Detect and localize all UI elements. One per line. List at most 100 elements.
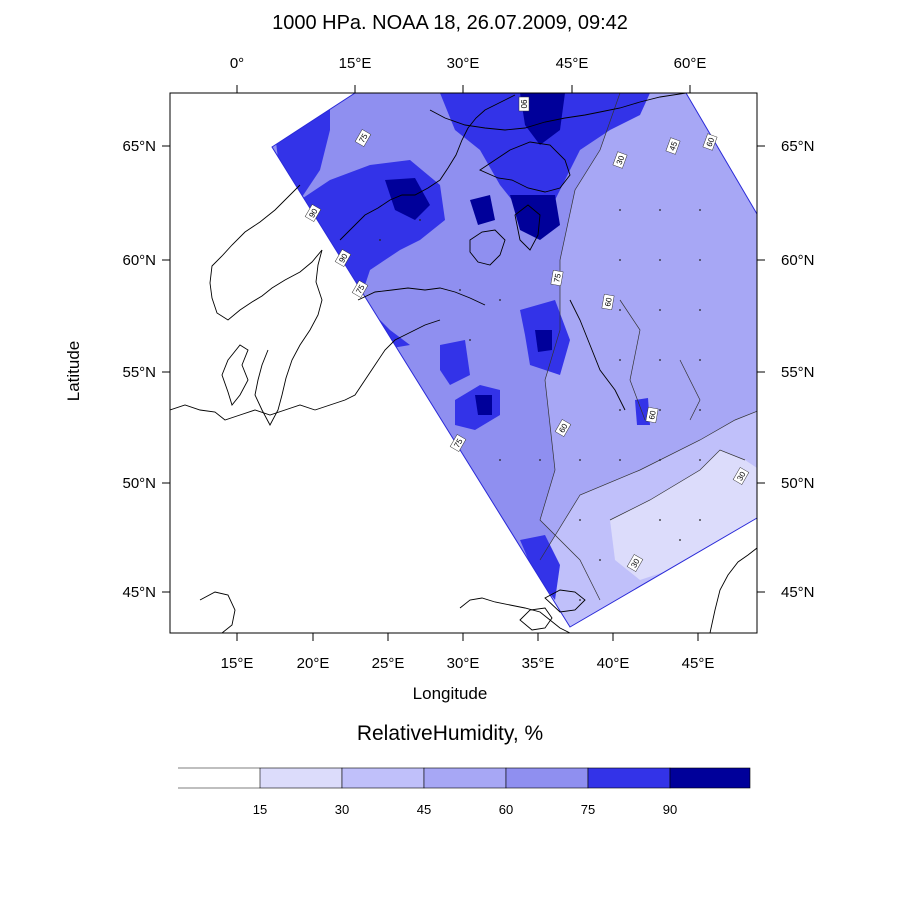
tick-label: 15°E xyxy=(221,655,254,672)
tick-label: 65°N xyxy=(781,138,815,155)
legend-title: RelativeHumidity, % xyxy=(356,722,544,745)
svg-text:60: 60 xyxy=(647,409,658,420)
tick-label: 55°N xyxy=(122,364,156,381)
tick-label: 65°N xyxy=(122,138,156,155)
legend-swatch xyxy=(423,767,507,789)
tick-label: 45°N xyxy=(122,584,156,601)
bottom-axis xyxy=(236,633,699,641)
contour-label: 75 xyxy=(550,269,564,287)
tick-label: 25°E xyxy=(372,655,405,672)
grid-points xyxy=(379,209,701,601)
white-sea xyxy=(479,141,571,193)
onega xyxy=(514,204,541,251)
legend-swatch xyxy=(587,767,671,789)
tick-label: 50°N xyxy=(122,475,156,492)
legend-colorbar xyxy=(178,767,751,789)
contour-label: 30 xyxy=(732,467,750,485)
x-axis-label: Longitude xyxy=(412,684,488,703)
baltic-coast xyxy=(314,319,441,411)
legend-swatch xyxy=(178,768,260,788)
field-90-center xyxy=(470,195,495,225)
black-sea-north xyxy=(459,597,571,633)
legend-break-label: 60 xyxy=(499,802,513,817)
finland-coast xyxy=(339,94,516,241)
field-90-west xyxy=(385,178,430,220)
azov xyxy=(544,589,586,613)
kola-coast xyxy=(429,93,687,131)
field-90-belt xyxy=(510,195,560,240)
volga xyxy=(569,299,626,411)
map-title: 1000 HPa. NOAA 18, 26.07.2009, 09:42 xyxy=(272,12,628,34)
tick-label: 50°N xyxy=(781,475,815,492)
tick-label: 55°N xyxy=(781,364,815,381)
tick-label: 60°E xyxy=(674,55,707,72)
svg-text:30: 30 xyxy=(615,154,627,166)
left-tick-labels: 65°N 60°N 55°N 50°N 45°N xyxy=(122,138,156,601)
tick-label: 30°E xyxy=(447,655,480,672)
tick-label: 45°N xyxy=(781,584,815,601)
left-axis xyxy=(162,145,170,593)
tick-label: 0° xyxy=(230,55,244,72)
tick-label: 40°E xyxy=(597,655,630,672)
denmark-coast xyxy=(221,344,249,406)
right-axis xyxy=(757,145,765,593)
contour-label: 60 xyxy=(601,293,615,311)
contour-label: 60 xyxy=(554,419,572,437)
legend-tick-labels: 15 30 45 60 75 90 xyxy=(253,802,677,817)
contour-label: 60 xyxy=(645,406,659,424)
top-axis xyxy=(236,85,691,93)
legend-swatch xyxy=(505,767,589,789)
svg-text:45: 45 xyxy=(668,140,680,152)
field-90-north xyxy=(520,93,565,145)
contour-label: 45 xyxy=(665,137,681,155)
contour-label: 75 xyxy=(449,434,467,452)
legend-break-label: 90 xyxy=(663,802,677,817)
tick-label: 15°E xyxy=(339,55,372,72)
top-tick-labels: 0° 15°E 30°E 45°E 60°E xyxy=(230,55,707,72)
crimea xyxy=(519,607,553,631)
contour-label: 30 xyxy=(626,554,644,572)
tick-label: 35°E xyxy=(522,655,555,672)
contour-label: 60 xyxy=(702,133,718,151)
legend-break-label: 75 xyxy=(581,802,595,817)
humidity-field xyxy=(272,93,757,627)
norway-coast xyxy=(209,184,323,321)
field-75-90-northbelt xyxy=(440,93,650,230)
tick-label: 60°N xyxy=(122,252,156,269)
contour-label: 90 xyxy=(304,204,322,222)
field-75-90-southwest xyxy=(520,535,560,600)
caspian xyxy=(709,547,757,633)
tick-label: 45°E xyxy=(556,55,589,72)
y-axis-label: Latitude xyxy=(64,340,83,402)
legend-swatch xyxy=(259,767,343,789)
coastlines xyxy=(170,93,757,633)
gulf-finland xyxy=(357,287,486,306)
contour-label: 90 xyxy=(518,96,530,112)
contour-label: 75 xyxy=(354,129,372,147)
sweden-coast xyxy=(254,249,323,426)
contour-label-group: 90 30 45 60 75 90 90 75 xyxy=(304,96,750,572)
germany-coast xyxy=(170,404,316,421)
field-90-small xyxy=(535,330,552,352)
tick-label: 30°E xyxy=(447,55,480,72)
svg-text:60: 60 xyxy=(603,296,614,307)
field-75-90-patch xyxy=(440,340,470,385)
balkans xyxy=(199,591,236,633)
tick-label: 60°N xyxy=(781,252,815,269)
legend-break-label: 15 xyxy=(253,802,267,817)
tick-label: 20°E xyxy=(297,655,330,672)
legend-swatch xyxy=(669,767,751,789)
legend-swatch xyxy=(341,767,425,789)
field-90-south xyxy=(475,395,492,415)
bottom-tick-labels: 15°E 20°E 25°E 30°E 35°E 40°E 45°E xyxy=(221,655,715,672)
svg-text:60: 60 xyxy=(705,136,717,148)
contour-label: 30 xyxy=(612,151,628,169)
right-tick-labels: 65°N 60°N 55°N 50°N 45°N xyxy=(781,138,815,601)
legend-break-label: 30 xyxy=(335,802,349,817)
tick-label: 45°E xyxy=(682,655,715,672)
contour-label: 90 xyxy=(334,249,352,267)
contour-label: 75 xyxy=(351,280,369,298)
svg-text:75: 75 xyxy=(552,272,563,283)
svg-text:90: 90 xyxy=(519,100,528,109)
